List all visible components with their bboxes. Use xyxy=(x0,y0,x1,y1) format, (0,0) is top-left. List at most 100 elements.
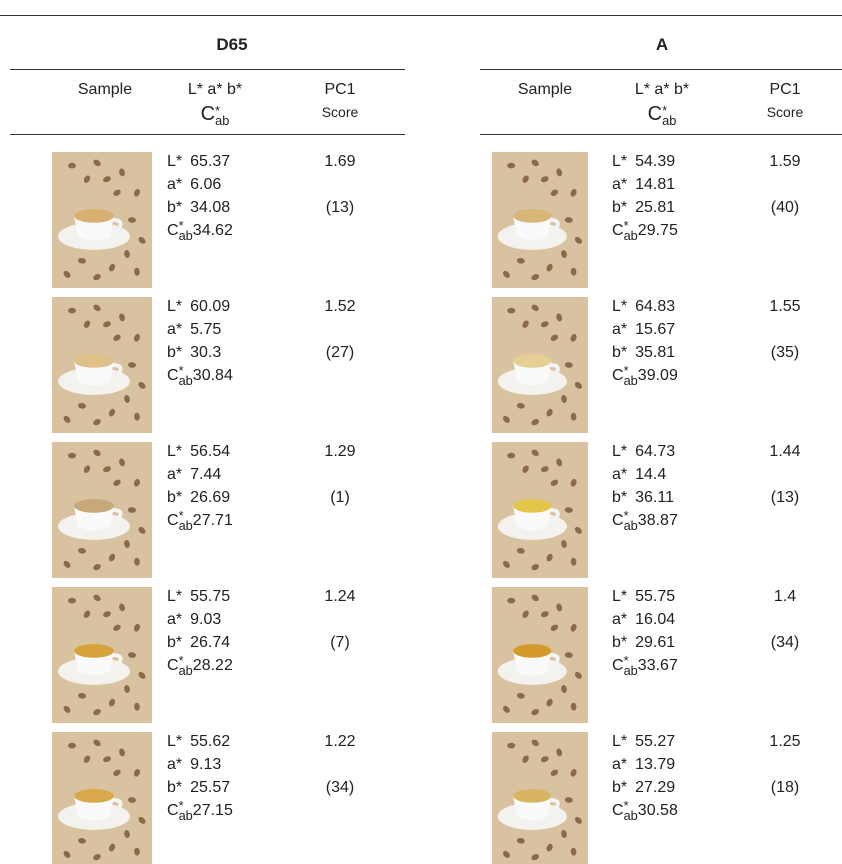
pc1-score: 1.29 xyxy=(324,443,356,460)
color-value: b* 26.74 xyxy=(167,633,230,653)
value: 29.61 xyxy=(635,634,676,651)
c-base: C xyxy=(612,512,624,529)
color-value: b* 25.81 xyxy=(612,198,675,218)
value-label: b* xyxy=(167,779,183,796)
value-label: L* xyxy=(167,298,183,315)
value: 5.75 xyxy=(190,321,222,338)
column-header: L* a* b* xyxy=(187,81,243,98)
rank: (35) xyxy=(770,344,800,361)
value: 29.75 xyxy=(637,222,678,239)
color-value: L* 64.73 xyxy=(612,442,675,462)
pc1-score: 1.4 xyxy=(773,588,797,605)
color-value: b* 34.08 xyxy=(167,198,230,218)
value: 27.71 xyxy=(192,512,233,529)
c-base: C xyxy=(167,222,179,239)
color-value: a* 9.13 xyxy=(167,755,221,775)
c-scripts: * ab xyxy=(623,363,638,387)
color-value: L* 54.39 xyxy=(612,152,675,172)
c-sup: * xyxy=(178,218,184,234)
value: 26.74 xyxy=(190,634,231,651)
c-sup: * xyxy=(623,218,629,234)
value: 27.29 xyxy=(635,779,676,796)
c-base: C xyxy=(167,657,179,674)
c-base: C xyxy=(612,657,624,674)
c-sub: ab xyxy=(178,517,193,533)
c-scripts: * ab xyxy=(178,800,193,823)
sample-photo xyxy=(52,732,152,864)
color-value: a* 15.67 xyxy=(612,320,675,340)
pc1-score: 1.52 xyxy=(324,298,356,315)
c-sup: * xyxy=(623,363,629,379)
color-value: b* 26.69 xyxy=(167,488,230,508)
c-base: C xyxy=(167,512,179,529)
value: 34.08 xyxy=(190,199,231,216)
color-value: C * ab 28.22 xyxy=(167,653,233,678)
sample-photo xyxy=(492,297,588,433)
value: 28.22 xyxy=(192,657,233,674)
value: 33.67 xyxy=(637,657,678,674)
value: 14.81 xyxy=(635,176,676,193)
color-value: C * ab 34.62 xyxy=(167,218,233,242)
value-label: L* xyxy=(167,588,183,605)
column-header: Score xyxy=(321,104,359,120)
c-sup: * xyxy=(178,363,184,379)
color-value: L* 60.09 xyxy=(167,297,230,317)
color-value: a* 16.04 xyxy=(612,610,675,630)
color-value: C * ab 27.71 xyxy=(167,510,233,533)
color-value: L* 55.62 xyxy=(167,732,230,752)
c-scripts: * ab xyxy=(623,218,638,242)
value-label: a* xyxy=(167,611,183,628)
value: 55.62 xyxy=(190,733,231,750)
c-scripts: * ab xyxy=(623,508,638,533)
c-sub: ab xyxy=(178,807,193,823)
value-label: b* xyxy=(167,634,183,651)
top-rule xyxy=(0,15,842,16)
value-label: b* xyxy=(612,199,628,216)
value-label: a* xyxy=(612,611,628,628)
value: 55.75 xyxy=(190,588,231,605)
value: 38.87 xyxy=(637,512,678,529)
sample-photo xyxy=(492,442,588,578)
color-value: L* 64.83 xyxy=(612,297,675,317)
color-value: L* 65.37 xyxy=(167,152,230,172)
c-scripts: * ab xyxy=(662,105,676,127)
c-scripts: * ab xyxy=(178,653,193,678)
value-label: b* xyxy=(612,489,628,506)
c-sub: ab xyxy=(178,662,193,678)
color-value: a* 9.03 xyxy=(167,610,221,630)
c-sub: ab xyxy=(178,372,193,388)
c-sup: * xyxy=(178,653,184,669)
value: 30.84 xyxy=(192,367,233,384)
c-scripts: * ab xyxy=(623,655,638,678)
value: 55.75 xyxy=(635,588,676,605)
value: 30.3 xyxy=(190,344,222,361)
panel-title: A xyxy=(655,35,669,54)
c-sub: ab xyxy=(623,662,638,678)
header-rule xyxy=(480,134,842,135)
c-sub: ab xyxy=(623,517,638,533)
color-value: b* 27.29 xyxy=(612,778,675,798)
value: 27.15 xyxy=(192,802,233,819)
header-rule xyxy=(10,69,405,70)
value: 55.27 xyxy=(635,733,676,750)
pc1-score: 1.25 xyxy=(769,733,801,750)
color-value: L* 55.75 xyxy=(612,587,675,607)
value-label: L* xyxy=(167,153,183,170)
value: 9.03 xyxy=(190,611,222,628)
value: 13.79 xyxy=(635,756,676,773)
value-label: L* xyxy=(167,733,183,750)
c-scripts: * ab xyxy=(178,510,193,533)
value-label: a* xyxy=(612,466,628,483)
value: 64.73 xyxy=(635,443,676,460)
value: 30.58 xyxy=(637,802,678,819)
value: 6.06 xyxy=(190,176,222,193)
sample-photo xyxy=(52,442,152,578)
color-value: C * ab 30.58 xyxy=(612,800,678,822)
rank: (27) xyxy=(325,344,355,361)
color-value: C * ab 39.09 xyxy=(612,363,678,387)
pc1-score: 1.22 xyxy=(324,733,356,750)
c-sup: * xyxy=(623,508,629,524)
column-header: Score xyxy=(766,104,804,120)
c-base: C xyxy=(200,103,216,125)
